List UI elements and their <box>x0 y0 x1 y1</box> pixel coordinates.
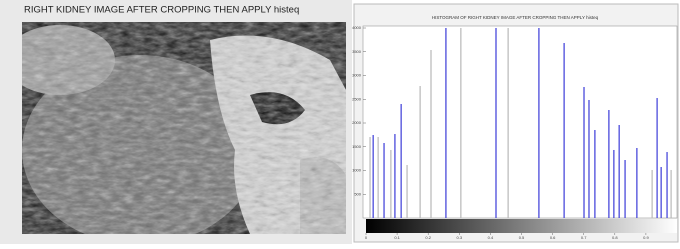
x-tick-label: 0.8 <box>612 235 618 240</box>
x-tick-label: 0.4 <box>488 235 494 240</box>
image-title: RIGHT KIDNEY IMAGE AFTER CROPPING THEN A… <box>24 5 299 16</box>
x-tick-label: 0.3 <box>457 235 463 240</box>
figure: RIGHT KIDNEY IMAGE AFTER CROPPING THEN A… <box>0 0 680 244</box>
plot-area <box>363 26 677 218</box>
y-tick-label: 500 <box>354 191 361 196</box>
x-tick-label: 0.1 <box>394 235 400 240</box>
x-tick-label: 0.7 <box>581 235 587 240</box>
x-tick-label: 0.9 <box>643 235 649 240</box>
colorbar <box>366 219 677 233</box>
chart-title: HISTOGRAM OF RIGHT KIDNEY IMAGE AFTER CR… <box>432 15 599 20</box>
y-tick-label: 2000 <box>352 120 362 125</box>
x-tick-label: 0.2 <box>425 235 431 240</box>
y-tick-label: 1000 <box>352 168 362 173</box>
x-tick-label: 0.6 <box>550 235 556 240</box>
y-tick-label: 3000 <box>352 73 362 78</box>
y-tick-label: 3500 <box>352 49 362 54</box>
x-tick-label: 0.5 <box>519 235 525 240</box>
kidney-image <box>5 22 346 244</box>
y-tick-label: 4000 <box>352 25 362 30</box>
y-tick-label: 2500 <box>352 96 362 101</box>
y-tick-label: 1500 <box>352 144 362 149</box>
